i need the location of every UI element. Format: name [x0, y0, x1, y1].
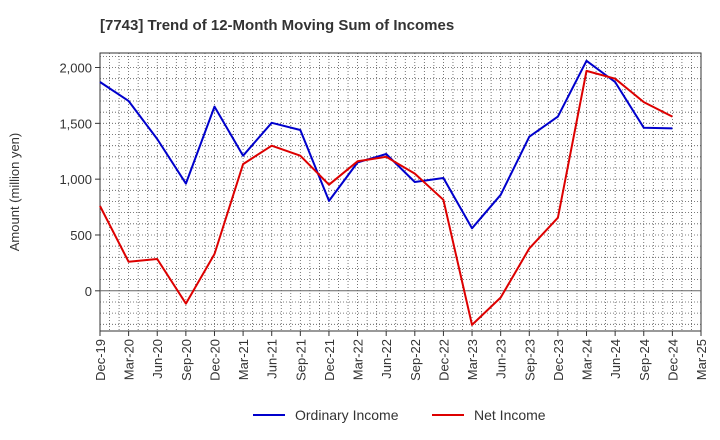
x-tick-label: Dec-21: [322, 339, 337, 381]
x-tick-label: Sep-22: [408, 339, 423, 381]
x-tick-label: Jun-22: [379, 339, 394, 379]
x-tick-label: Sep-21: [293, 339, 308, 381]
x-tick-label: Jun-20: [150, 339, 165, 379]
x-tick-label: Mar-24: [580, 339, 595, 380]
x-tick-label: Mar-25: [694, 339, 709, 380]
x-tick-label: Mar-20: [122, 339, 137, 380]
series-line-net-income: [99, 69, 673, 326]
y-axis-label: Amount (million yen): [7, 133, 22, 252]
x-tick-label: Dec-19: [93, 339, 108, 381]
x-tick-label: Sep-20: [179, 339, 194, 381]
x-tick-label: Mar-21: [236, 339, 251, 380]
x-tick-label: Sep-23: [522, 339, 537, 381]
legend-label-net-income: Net Income: [474, 407, 546, 423]
chart-title: [7743] Trend of 12-Month Moving Sum of I…: [100, 17, 454, 34]
x-axis-ticks: Dec-19 Mar-20 Jun-20 Sep-20 Dec-20 Mar-21 Jun-…: [93, 331, 709, 381]
y-tick-label: 0: [85, 284, 92, 299]
x-tick-label: Jun-21: [265, 339, 280, 379]
x-tick-label: Dec-20: [207, 339, 222, 381]
y-tick-label: 1,000: [59, 172, 92, 187]
x-tick-label: Dec-24: [665, 339, 680, 381]
y-tick-label: 2,000: [59, 61, 92, 76]
x-tick-label: Mar-23: [465, 339, 480, 380]
x-tick-label: Mar-22: [351, 339, 366, 380]
plot-area: [99, 52, 702, 332]
legend-label-ordinary-income: Ordinary Income: [295, 407, 399, 423]
x-tick-label: Dec-22: [436, 339, 451, 381]
y-tick-label: 500: [70, 228, 92, 243]
x-tick-label: Jun-23: [494, 339, 509, 379]
y-tick-label: 1,500: [59, 116, 92, 131]
legend: Ordinary Income Net Income: [253, 407, 546, 423]
y-axis-ticks: 0 500 1,000 1,500 2,000: [59, 61, 100, 299]
x-tick-label: Sep-24: [637, 339, 652, 381]
series-line-ordinary-income: [99, 59, 673, 230]
series-lines: [99, 59, 673, 326]
plot-frame: [99, 52, 702, 332]
x-tick-label: Dec-23: [551, 339, 566, 381]
x-tick-label: Jun-24: [608, 339, 623, 379]
